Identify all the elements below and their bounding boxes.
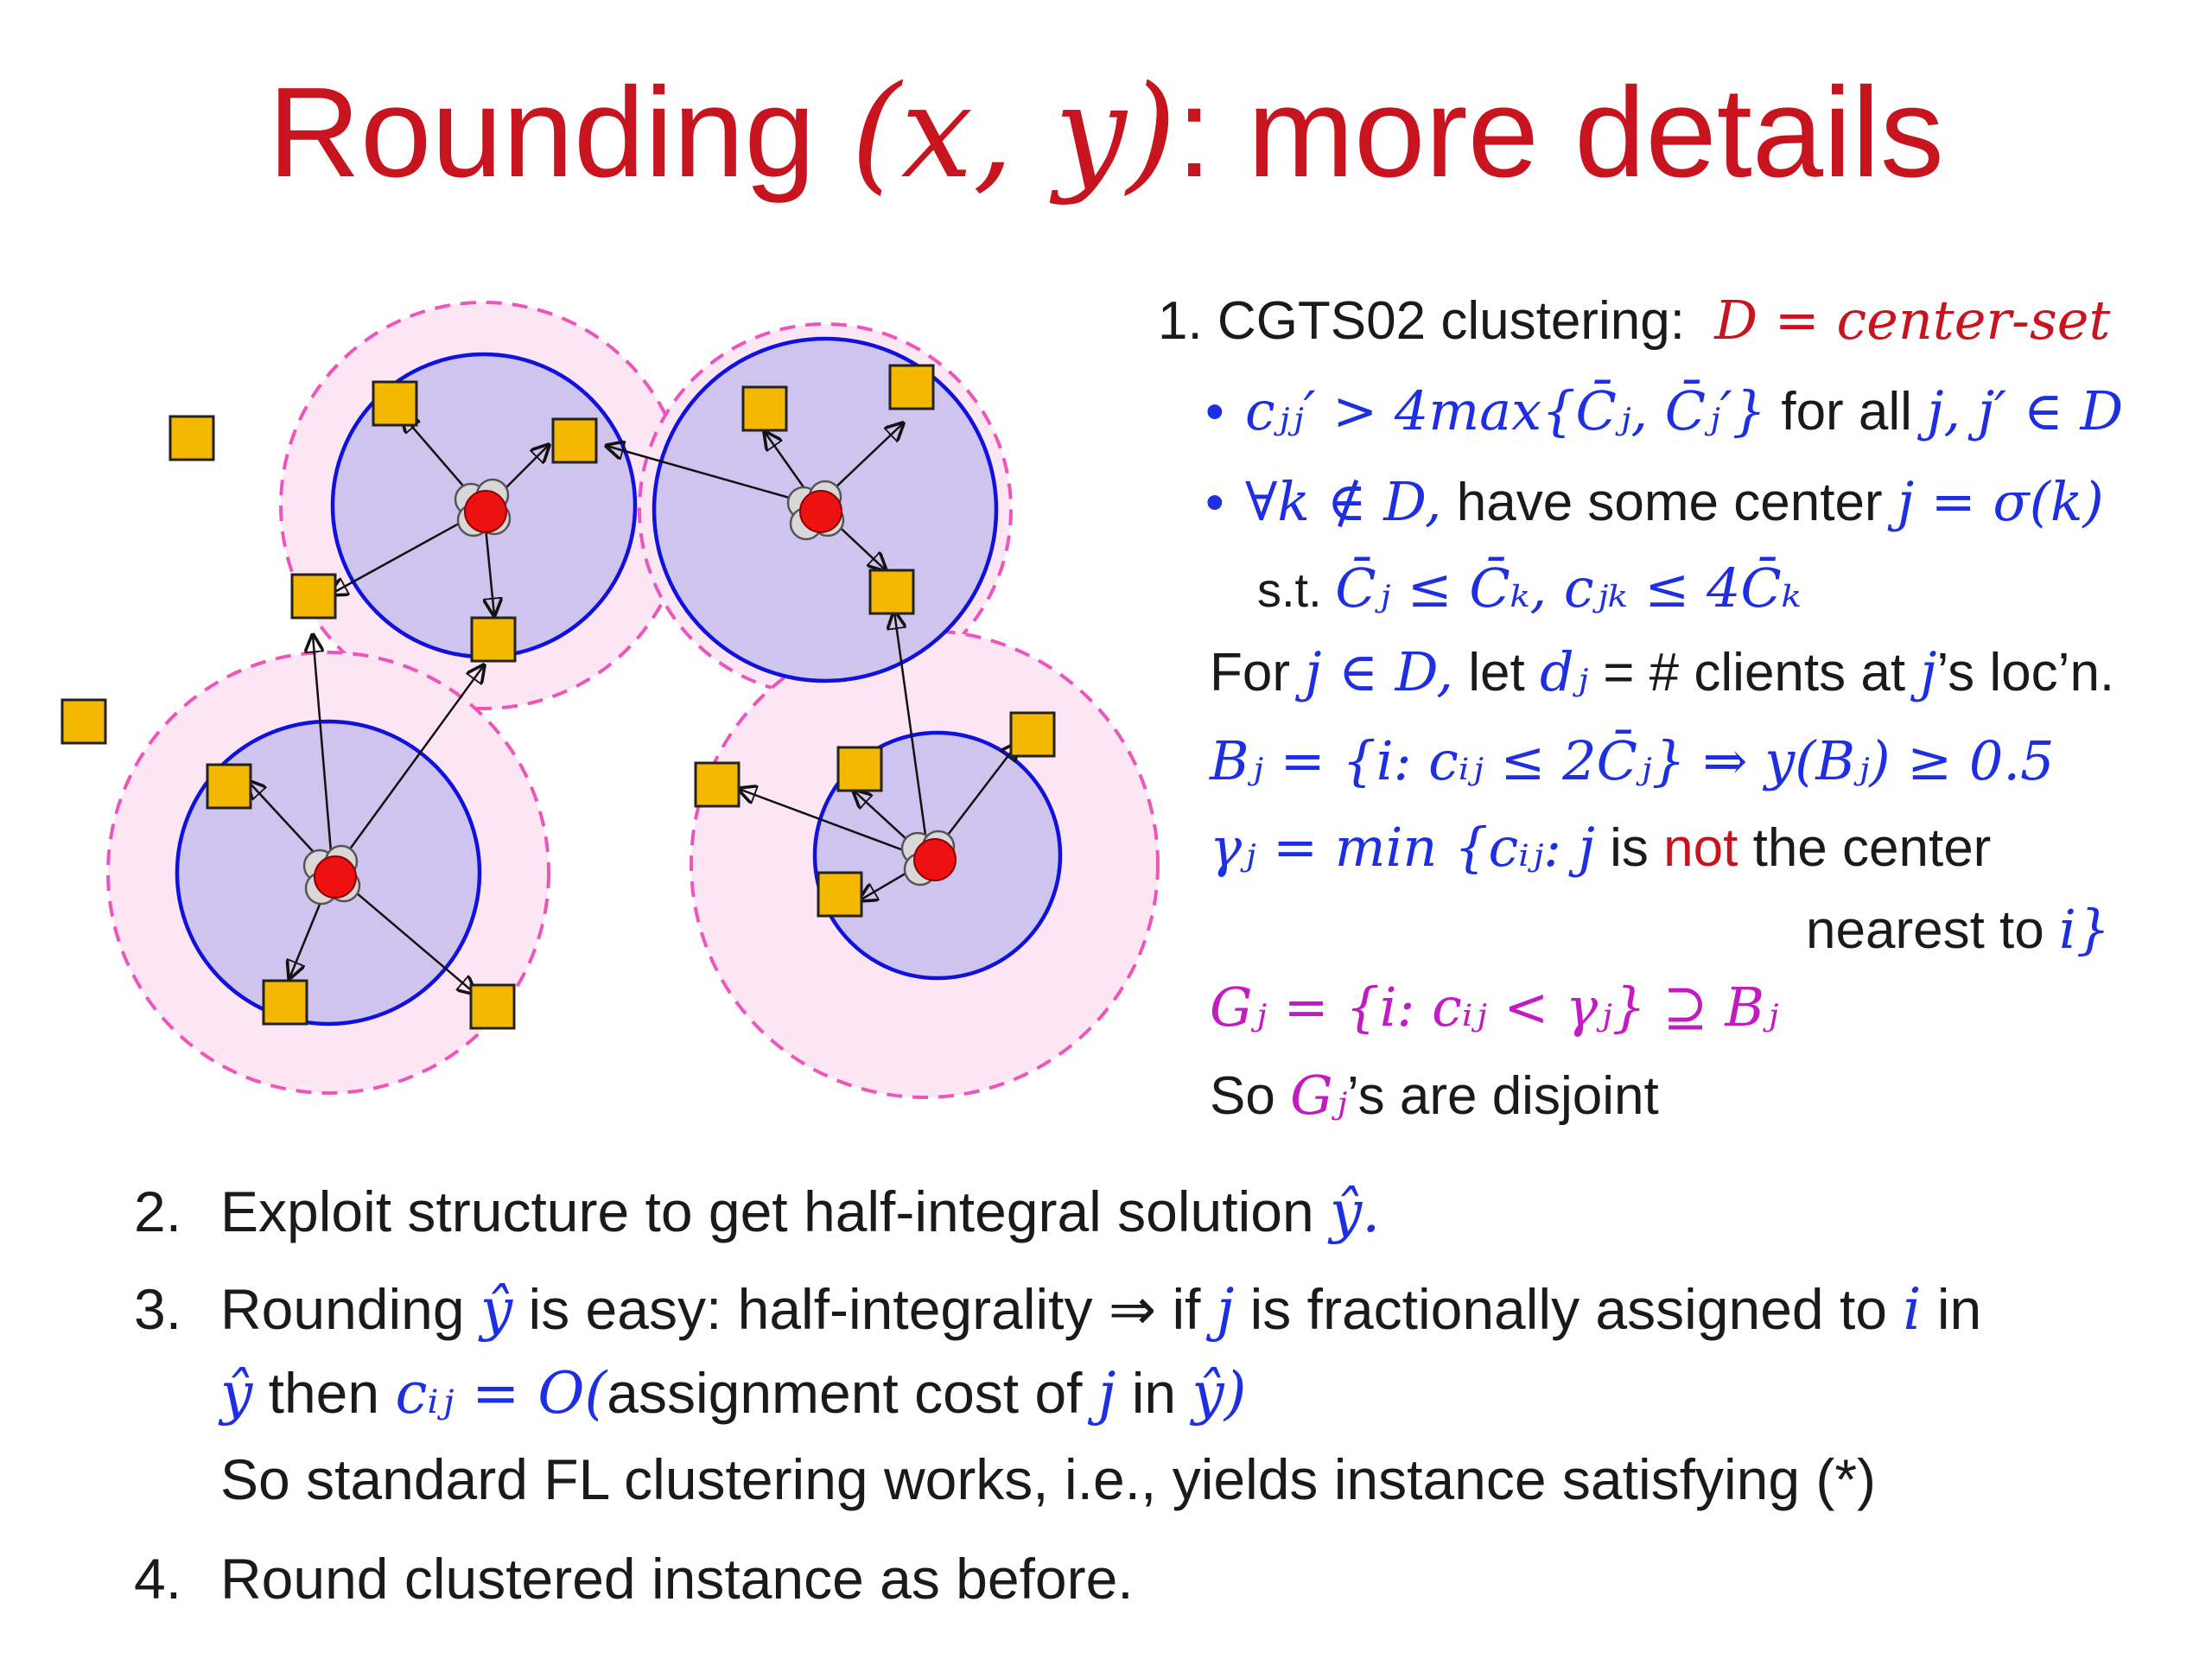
- client-groups: [302, 478, 957, 906]
- red-dot-icon: [314, 855, 357, 899]
- yellow-square-icon: [836, 746, 883, 792]
- yellow-square-icon: [1009, 711, 1056, 758]
- arrow-icon: [607, 446, 817, 507]
- yellow-square-icon: [372, 380, 418, 427]
- yellow-square-icon: [60, 698, 107, 745]
- yellow-square-icon: [868, 569, 915, 615]
- step1-bullet-2-cont: s.t. C̄ⱼ ≤ C̄ₖ, cⱼₖ ≤ 4C̄ₖ: [1257, 556, 1802, 620]
- def-gamma-line: γⱼ = min {cᵢⱼ: j is not the center: [1210, 816, 1992, 879]
- yellow-square-icon: [469, 983, 516, 1030]
- red-dot-icon: [464, 490, 507, 533]
- center-set-def: D = center-set: [1714, 289, 2111, 352]
- step1-heading: 1. CGTS02 clustering: D = center-set: [1158, 289, 2111, 352]
- yellow-square-icon: [168, 415, 215, 461]
- def-G-line: Gⱼ = {i: cᵢⱼ < γⱼ} ⊇ Bⱼ: [1210, 976, 1779, 1039]
- step2: 2. Exploit structure to get half-integral…: [134, 1179, 1381, 1245]
- def-B-line: Bⱼ = {i: cᵢⱼ ≤ 2C̄ⱼ} ⇒ y(Bⱼ) ≥ 0.5: [1210, 729, 2055, 792]
- clustering-diagram: [60, 301, 1160, 1099]
- step3-line-3: So standard FL clustering works, i.e., y…: [220, 1447, 1877, 1511]
- yellow-square-icon: [817, 871, 863, 918]
- yellow-square-icon: [470, 616, 517, 663]
- step1-bullet-1: • cⱼⱼ′ > 4max{C̄ⱼ, C̄ⱼ′} for all j, j′ ∈ …: [1205, 379, 2124, 442]
- yellow-square-icon: [741, 385, 788, 432]
- step4: 4. Round clustered instance as before.: [134, 1547, 1134, 1611]
- arrow-icon: [894, 612, 931, 861]
- red-dot-icon: [913, 838, 957, 881]
- def-gamma-line-2: nearest to i}: [1806, 898, 2111, 961]
- yellow-square-icon: [290, 573, 337, 620]
- facilities: [60, 364, 1056, 1030]
- yellow-square-icon: [206, 763, 252, 810]
- arrow-icon: [331, 665, 484, 874]
- yellow-square-icon: [551, 417, 598, 464]
- disjoint-line: So Gⱼ’s are disjoint: [1210, 1064, 1659, 1127]
- title-math: (x, y): [850, 58, 1177, 207]
- yellow-square-icon: [262, 979, 308, 1026]
- red-dot-icon: [799, 490, 842, 533]
- slide-title: Rounding (x, y): more details: [268, 58, 1944, 207]
- step3-line-2: ŷ then cᵢⱼ = O(assignment cost of j in ŷ…: [220, 1360, 1247, 1427]
- step3: 3. Rounding ŷ is easy: half-integrality ⇒…: [134, 1276, 1982, 1343]
- def-d-line: For j ∈ D, let dⱼ = # clients at j’s loc…: [1210, 640, 2115, 703]
- arrow-icon: [313, 635, 334, 874]
- yellow-square-icon: [888, 364, 935, 410]
- arrow-icon: [739, 789, 930, 861]
- yellow-square-icon: [694, 761, 741, 808]
- step1-bullet-2: • ∀k ∉ D, have some center j = σ(k): [1205, 470, 2104, 533]
